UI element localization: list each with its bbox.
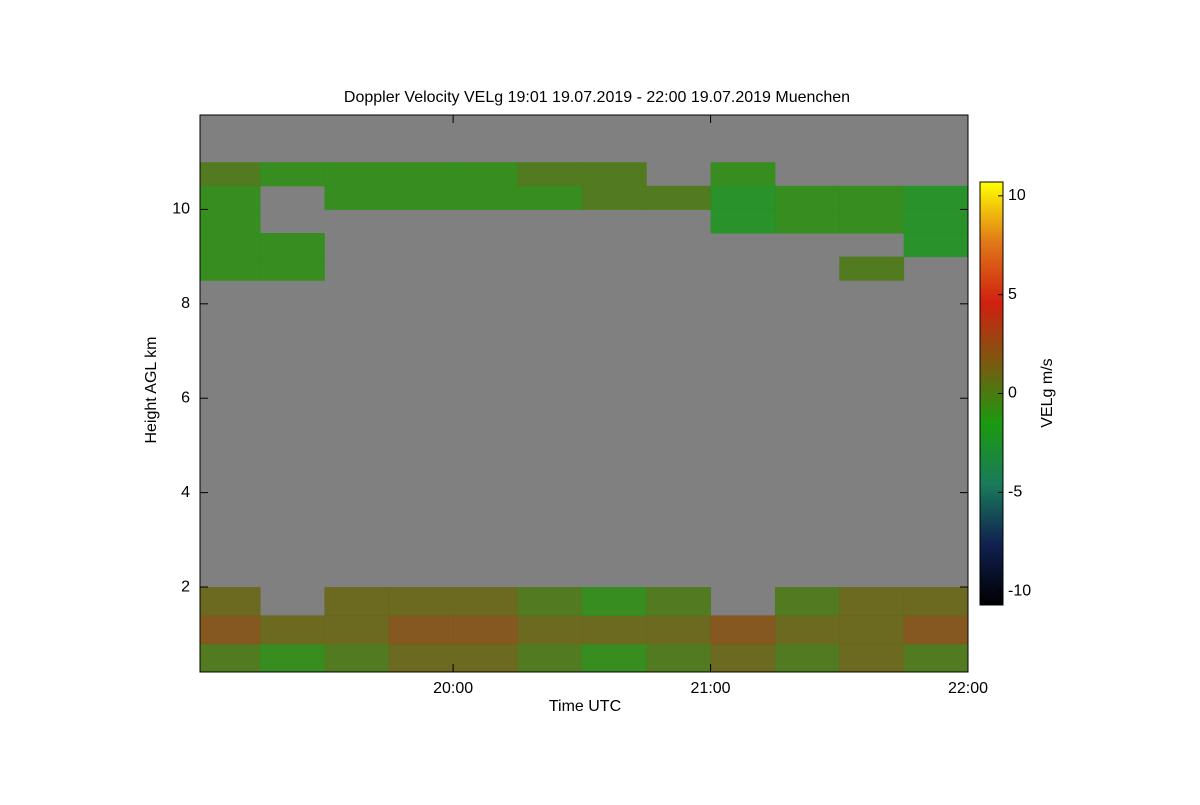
- heatmap-cell: [200, 256, 261, 281]
- colorbar-tick-label: 5: [1008, 286, 1017, 303]
- y-tick-label: 10: [172, 201, 190, 218]
- heatmap-cell: [774, 643, 840, 673]
- heatmap-cell: [774, 185, 840, 210]
- heatmap-cell: [710, 643, 776, 673]
- x-tick-label: 22:00: [948, 680, 988, 697]
- colorbar-tick-label: 0: [1008, 385, 1017, 402]
- heatmap-cell: [903, 185, 969, 210]
- heatmap-cell: [581, 162, 647, 187]
- heatmap-cell: [453, 162, 518, 187]
- heatmap-cell: [710, 162, 776, 187]
- heatmap-cell: [324, 615, 390, 645]
- heatmap-cell: [903, 233, 969, 258]
- heatmap-cell: [388, 587, 454, 616]
- x-tick-label: 21:00: [691, 680, 731, 697]
- plot-frame: [199, 114, 969, 673]
- heatmap-cell: [324, 185, 390, 210]
- heatmap-cell: [324, 162, 390, 187]
- heatmap-cell: [774, 615, 840, 645]
- heatmap-cell: [200, 233, 261, 258]
- heatmap-cell: [903, 587, 969, 616]
- heatmap-cell: [774, 209, 840, 234]
- heatmap-cell: [200, 209, 261, 234]
- heatmap-cell: [646, 615, 712, 645]
- heatmap-cell: [903, 209, 969, 234]
- heatmap-cell: [710, 615, 776, 645]
- heatmap-cell: [646, 643, 712, 673]
- colorbar-tick-label: -5: [1008, 484, 1022, 501]
- heatmap-cell: [260, 162, 325, 187]
- y-tick-label: 4: [181, 484, 190, 501]
- heatmap-cell: [517, 643, 583, 673]
- heatmap-cell: [388, 162, 454, 187]
- heatmap-cell: [839, 615, 905, 645]
- heatmap-cell: [200, 162, 261, 187]
- heatmap-cell: [581, 615, 647, 645]
- heatmap-cell: [839, 256, 905, 281]
- heatmap-cell: [453, 643, 518, 673]
- x-axis-label: Time UTC: [549, 698, 621, 715]
- heatmap-cell: [646, 185, 712, 210]
- colorbar-tick-label: 10: [1008, 187, 1026, 204]
- heatmap-cell: [200, 615, 261, 645]
- heatmap-cell: [200, 185, 261, 210]
- chart-title: Doppler Velocity VELg 19:01 19.07.2019 -…: [344, 89, 850, 106]
- heatmap-cell: [903, 643, 969, 673]
- y-tick-label: 2: [181, 578, 190, 595]
- colorbar-label: VELg m/s: [1039, 358, 1056, 427]
- heatmap-cell: [200, 643, 261, 673]
- heatmap-cell: [839, 587, 905, 616]
- heatmap-cell: [260, 643, 325, 673]
- y-tick-label: 8: [181, 295, 190, 312]
- heatmap-cell: [774, 587, 840, 616]
- heatmap-cell: [581, 587, 647, 616]
- heatmap-cell: [839, 185, 905, 210]
- heatmap-cell: [388, 185, 454, 210]
- heatmap-cell: [453, 615, 518, 645]
- y-axis-label: Height AGL km: [143, 336, 160, 443]
- heatmap-cell: [453, 185, 518, 210]
- x-tick-label: 20:00: [433, 680, 473, 697]
- heatmap-cell: [388, 643, 454, 673]
- heatmap-cell: [260, 256, 325, 281]
- heatmap-cell: [260, 615, 325, 645]
- heatmap-cell: [324, 587, 390, 616]
- y-tick-label: 6: [181, 389, 190, 406]
- heatmap-cell: [581, 185, 647, 210]
- heatmap-cell: [260, 233, 325, 258]
- heatmap-cell: [517, 587, 583, 616]
- heatmap-cell: [517, 162, 583, 187]
- heatmap-cell: [388, 615, 454, 645]
- heatmap-cell: [581, 643, 647, 673]
- heatmap-cell: [839, 643, 905, 673]
- heatmap-cell: [646, 587, 712, 616]
- heatmap-cell: [324, 643, 390, 673]
- heatmap-cell: [517, 615, 583, 645]
- heatmap-cell: [710, 209, 776, 234]
- heatmap-cell: [710, 185, 776, 210]
- colorbar-tick-label: -10: [1008, 582, 1031, 599]
- heatmap-cell: [453, 587, 518, 616]
- heatmap-cell: [200, 587, 261, 616]
- heatmap-cell: [839, 209, 905, 234]
- heatmap-cell: [903, 615, 969, 645]
- heatmap-cell: [517, 185, 583, 210]
